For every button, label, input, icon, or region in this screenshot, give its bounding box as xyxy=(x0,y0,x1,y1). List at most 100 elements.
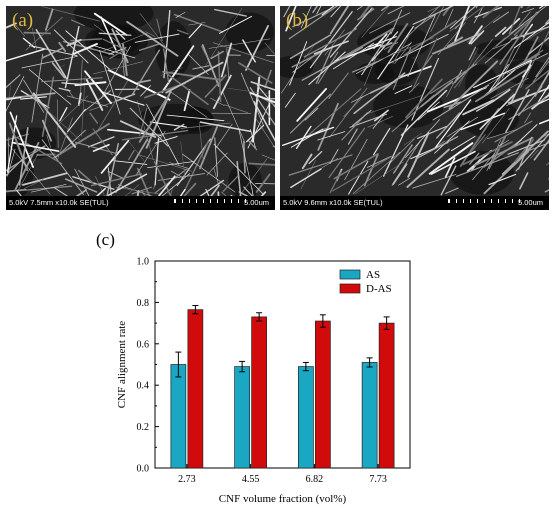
fiber xyxy=(41,119,52,142)
fiber xyxy=(170,91,208,118)
fiber xyxy=(495,23,524,47)
fiber xyxy=(169,162,189,169)
fiber xyxy=(453,38,493,89)
fiber xyxy=(392,47,412,91)
legend-swatch-as xyxy=(339,269,361,280)
fiber xyxy=(494,46,516,89)
fiber xyxy=(41,47,64,59)
fiber xyxy=(361,6,390,38)
fiber xyxy=(160,67,183,76)
fiber xyxy=(339,27,395,60)
fiber xyxy=(102,38,129,52)
fiber xyxy=(520,30,549,89)
fiber xyxy=(220,42,233,78)
fiber xyxy=(304,107,319,121)
bar-as xyxy=(298,366,314,469)
bar-d-as xyxy=(251,316,267,469)
void-shadow xyxy=(375,53,419,86)
fiber xyxy=(136,154,193,172)
fiber xyxy=(121,129,189,141)
fiber xyxy=(454,69,463,83)
fiber xyxy=(486,139,501,171)
fiber xyxy=(309,11,353,69)
fiber xyxy=(145,31,156,37)
fiber xyxy=(22,37,36,49)
fiber xyxy=(315,45,334,84)
fiber xyxy=(32,28,38,52)
fiber xyxy=(440,165,457,196)
fiber xyxy=(494,26,507,38)
fiber xyxy=(468,46,477,61)
fiber xyxy=(213,167,219,184)
fiber xyxy=(530,149,539,159)
fiber xyxy=(506,87,549,106)
fiber xyxy=(446,36,464,48)
fiber xyxy=(359,6,371,19)
fiber xyxy=(352,151,401,195)
fiber xyxy=(448,60,499,110)
fiber xyxy=(180,141,186,178)
fiber xyxy=(115,93,136,102)
fiber xyxy=(313,40,349,55)
fiber xyxy=(415,136,459,160)
fiber xyxy=(6,92,56,100)
fiber xyxy=(482,6,500,19)
fiber xyxy=(328,127,366,178)
fiber xyxy=(240,72,264,126)
fiber xyxy=(92,128,113,156)
fiber xyxy=(251,76,261,143)
fiber xyxy=(483,139,522,168)
fiber xyxy=(113,160,148,165)
fiber xyxy=(354,161,405,195)
fiber xyxy=(6,48,45,62)
fiber xyxy=(449,6,485,32)
fiber xyxy=(474,6,502,18)
fiber xyxy=(328,72,349,99)
fiber xyxy=(387,6,405,15)
fiber xyxy=(163,71,209,106)
fiber xyxy=(6,74,21,89)
fiber xyxy=(101,32,148,52)
x-tick-label: 2.73 xyxy=(178,474,196,485)
fiber xyxy=(460,112,506,131)
fiber xyxy=(499,11,538,65)
fiber xyxy=(528,36,549,55)
scale-ticks-a xyxy=(174,199,246,203)
fiber xyxy=(41,77,103,83)
fiber xyxy=(28,69,72,105)
fiber xyxy=(222,92,246,144)
fiber xyxy=(153,171,158,190)
fiber xyxy=(373,127,391,156)
fiber xyxy=(81,75,86,137)
fiber xyxy=(518,136,533,170)
fiber xyxy=(344,138,368,181)
fiber xyxy=(107,69,171,101)
fiber xyxy=(537,98,549,105)
fiber xyxy=(61,82,82,86)
fiber xyxy=(92,61,144,75)
bar-as xyxy=(170,364,187,469)
fiber xyxy=(119,120,157,138)
fiber xyxy=(204,8,243,67)
fiber xyxy=(330,6,342,18)
fiber xyxy=(468,25,483,45)
fiber xyxy=(444,8,454,28)
fiber xyxy=(333,42,375,70)
y-tick-label: 0.4 xyxy=(137,381,150,392)
fiber xyxy=(6,156,26,177)
fiber xyxy=(188,22,206,26)
fiber xyxy=(487,129,518,140)
fiber xyxy=(87,136,115,148)
sem-scale-b: 5.00um xyxy=(517,198,543,207)
fiber xyxy=(17,153,39,192)
fiber xyxy=(532,60,549,83)
fiber xyxy=(8,84,12,102)
fiber xyxy=(9,111,34,169)
fiber xyxy=(416,125,448,140)
fiber xyxy=(498,140,510,147)
fiber xyxy=(332,155,394,192)
fiber xyxy=(412,174,457,189)
fiber xyxy=(41,139,84,195)
bar-d-as xyxy=(378,322,395,469)
fiber xyxy=(469,152,480,165)
